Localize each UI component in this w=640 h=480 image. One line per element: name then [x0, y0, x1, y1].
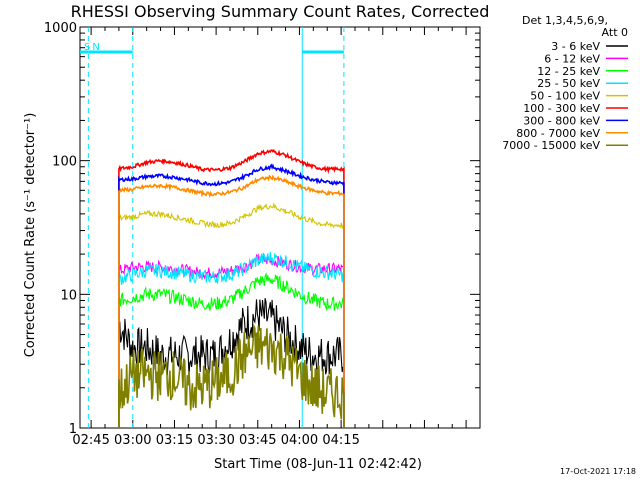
legend-header-line-1: Det 1,3,4,5,6,9,	[522, 14, 608, 27]
x-tick-label: 03:15	[156, 433, 193, 448]
x-axis-label: Start Time (08-Jun-11 02:42:42)	[214, 457, 422, 472]
x-tick-label: 04:15	[322, 433, 359, 448]
series-line	[118, 202, 345, 428]
series-line	[118, 271, 345, 428]
legend-label: 25 - 50 keV	[537, 77, 600, 90]
series-line	[118, 323, 345, 428]
series-line	[118, 298, 345, 428]
series-line	[118, 148, 345, 428]
legend-label: 6 - 12 keV	[544, 52, 600, 65]
y-tick-label: 1	[69, 422, 77, 437]
y-axis-label: Corrected Count Rate (s⁻¹ detector⁻¹)	[23, 113, 38, 358]
chart-title: RHESSI Observing Summary Count Rates, Co…	[71, 2, 490, 21]
flag-label: N	[92, 42, 99, 53]
legend-label: 300 - 800 keV	[523, 114, 600, 127]
legend-label: 12 - 25 keV	[537, 65, 600, 78]
plot-frame	[79, 26, 481, 429]
legend-label: 100 - 300 keV	[523, 102, 600, 115]
legend-header-line-2: Att 0	[602, 26, 628, 39]
legend-label: 800 - 7000 keV	[516, 127, 600, 140]
series-line	[118, 174, 345, 428]
timestamp: 17-Oct-2021 17:18	[560, 467, 636, 476]
y-tick-label: 100	[52, 155, 77, 170]
y-tick-label: 10	[60, 288, 77, 303]
legend-label: 7000 - 15000 keV	[502, 139, 600, 152]
plot-area: 1 10 100 1000 02:45 03:00 03:15 03:30 03:45 04:00…	[44, 21, 628, 448]
y-tick-label: 1000	[44, 21, 77, 36]
legend-label: 3 - 6 keV	[551, 40, 600, 53]
x-tick-label: 03:00	[114, 433, 151, 448]
series-line	[118, 163, 345, 428]
x-tick-label: 04:00	[281, 433, 318, 448]
flag-label: S	[84, 42, 90, 53]
x-tick-label: 03:30	[197, 433, 234, 448]
legend-label: 50 - 100 keV	[530, 90, 600, 103]
x-tick-label: 03:45	[239, 433, 276, 448]
series-line	[118, 251, 345, 428]
x-tick-label: 02:45	[72, 433, 109, 448]
